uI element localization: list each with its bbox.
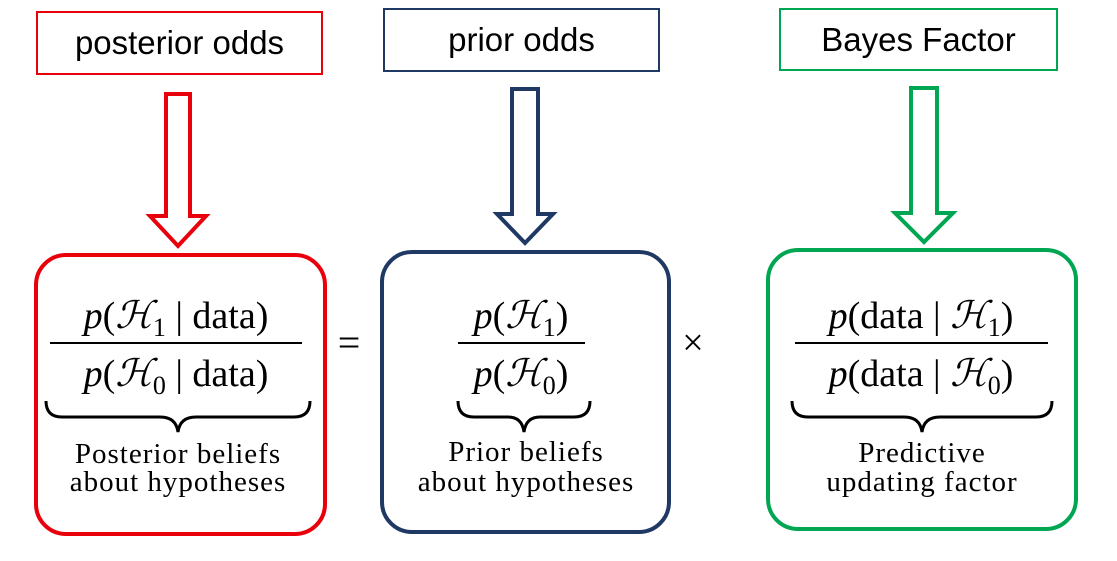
bayes-denominator: p(data | ℋ0): [826, 353, 1014, 400]
posterior-caption-line1: Posterior beliefs: [75, 438, 281, 470]
bayes-caption-line2: updating factor: [826, 466, 1017, 498]
posterior-numerator: p(ℋ1 | data): [81, 295, 269, 342]
bayes-box: [766, 248, 1078, 531]
prior-denominator: p(ℋ0): [471, 353, 569, 400]
bayes-factor-label: Bayes Factor: [779, 8, 1058, 71]
posterior-denominator: p(ℋ0 | data): [81, 353, 269, 400]
posterior-box: [34, 253, 327, 536]
prior-box: [380, 250, 671, 534]
equals-sign: =: [338, 320, 361, 365]
bayes-underbrace-icon: [790, 400, 1054, 433]
prior-arrow-icon: [492, 87, 558, 246]
prior-underbrace-icon: [456, 400, 592, 433]
bayes-arrow-icon: [890, 86, 958, 245]
bayes-numerator: p(data | ℋ1): [826, 295, 1014, 342]
posterior-odds-label: posterior odds: [36, 11, 323, 75]
posterior-arrow-icon: [145, 92, 211, 249]
prior-caption-line2: about hypotheses: [418, 466, 635, 498]
prior-numerator: p(ℋ1): [471, 295, 569, 342]
times-sign: ×: [682, 322, 703, 364]
prior-odds-label: prior odds: [383, 8, 660, 72]
prior-caption-line1: Prior beliefs: [448, 436, 604, 468]
bayes-caption-line1: Predictive: [858, 437, 986, 469]
posterior-caption-line2: about hypotheses: [70, 466, 287, 498]
posterior-underbrace-icon: [44, 400, 312, 433]
